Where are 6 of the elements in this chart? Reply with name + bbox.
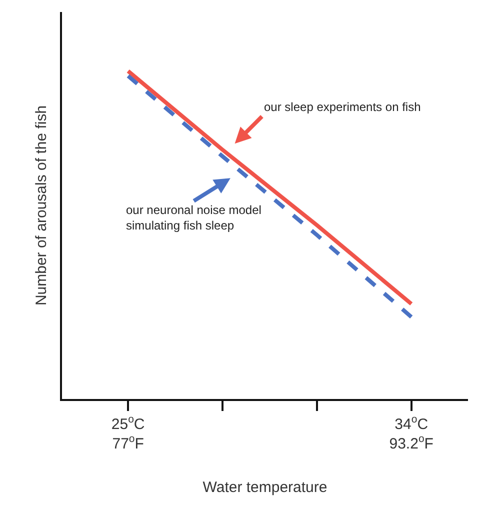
y-axis-title: Number of arousals of the fish <box>32 105 50 306</box>
annotation: our sleep experiments on fish <box>264 100 421 114</box>
x-tick-label: 25$^{o}$C 77$^{o}$F <box>111 414 145 452</box>
x-axis-title: Water temperature <box>202 479 328 496</box>
x-tick-label: 34$^{o}$C 93.2$^{o}$F <box>389 414 434 452</box>
annotation: our neuronal noise model simulating fish sleep <box>126 203 262 233</box>
